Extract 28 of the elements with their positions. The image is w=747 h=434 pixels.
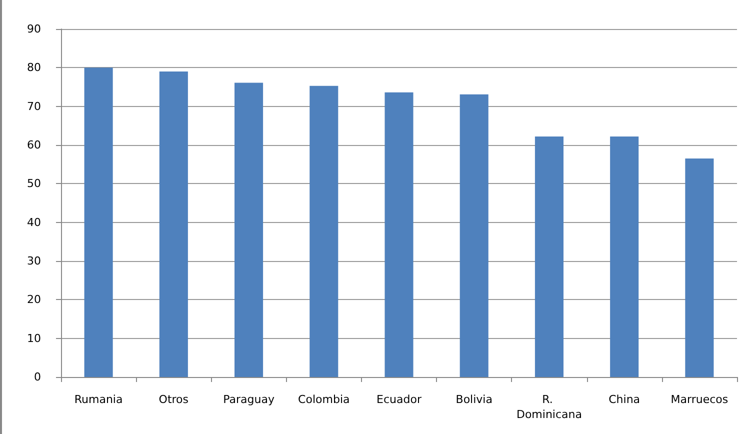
bar xyxy=(84,68,113,377)
y-tick-label: 20 xyxy=(27,293,41,306)
bar xyxy=(310,86,338,377)
bar xyxy=(534,136,564,377)
x-tick-label: Marruecos xyxy=(670,393,728,406)
bar xyxy=(610,136,639,377)
x-tick-label: China xyxy=(608,393,640,406)
x-tick-label: Otros xyxy=(158,393,189,406)
x-tick-label: Rumania xyxy=(74,393,123,406)
y-tick-label: 70 xyxy=(27,100,41,113)
y-tick-label: 50 xyxy=(27,177,41,190)
y-tick-label: 10 xyxy=(27,332,41,345)
y-tick-label: 90 xyxy=(27,22,41,36)
bar xyxy=(685,158,714,377)
y-tick-label: 80 xyxy=(27,61,41,74)
bar xyxy=(460,94,488,377)
y-tick-label: 30 xyxy=(27,254,41,268)
y-tick-label: 40 xyxy=(27,216,41,229)
bar xyxy=(159,72,188,377)
x-tick-label: Ecuador xyxy=(376,393,422,406)
x-tick-label: Paraguay xyxy=(223,393,275,406)
y-tick-label: 60 xyxy=(27,138,41,152)
bar xyxy=(384,92,414,377)
x-tick-label: R. Dominicana xyxy=(516,393,582,421)
x-tick-label: Bolivia xyxy=(456,393,492,406)
y-tick-label: 0 xyxy=(34,370,41,384)
x-tick-label: Colombia xyxy=(298,393,350,406)
bar xyxy=(234,82,264,377)
